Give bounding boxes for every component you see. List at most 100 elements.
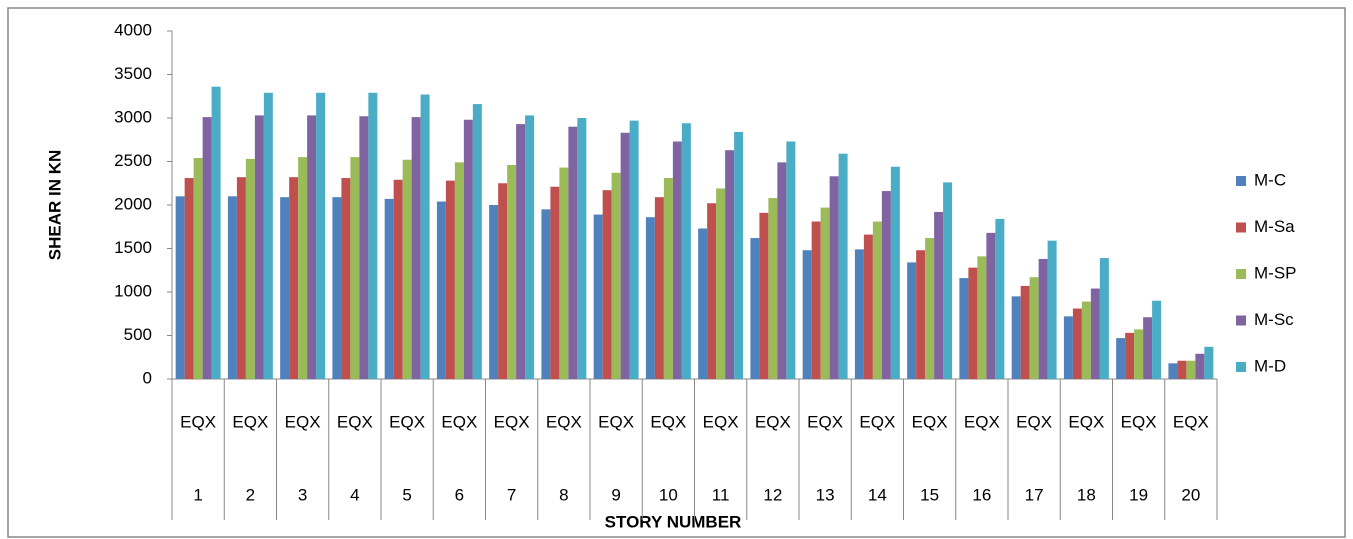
legend-swatch — [1236, 362, 1246, 372]
x-tick-label: 8 — [559, 485, 568, 504]
x-tick-label: 9 — [611, 485, 620, 504]
bar — [890, 166, 900, 379]
bar — [734, 131, 744, 379]
bar — [350, 157, 360, 379]
x-tick-label: 17 — [1025, 485, 1044, 504]
bar — [838, 153, 848, 379]
bar — [175, 196, 185, 379]
bar — [750, 238, 760, 379]
bar — [977, 256, 987, 379]
bar — [245, 158, 255, 379]
bar — [463, 119, 473, 380]
bar — [1186, 360, 1196, 379]
bar — [1177, 360, 1187, 379]
legend-swatch — [1236, 176, 1246, 186]
bar — [1099, 258, 1109, 379]
bar — [602, 190, 612, 379]
bar — [672, 141, 682, 379]
bar — [863, 234, 873, 379]
bar — [507, 164, 517, 379]
bar — [907, 262, 917, 379]
bar — [943, 182, 953, 379]
bar — [384, 198, 394, 379]
x-tick-label: 12 — [763, 485, 782, 504]
x-subcategory-label: EQX — [755, 412, 791, 431]
legend-label: M-SP — [1254, 263, 1297, 282]
bar — [202, 117, 212, 379]
bar — [184, 178, 194, 379]
bar — [1038, 258, 1048, 379]
bar — [263, 92, 273, 380]
legend-label: M-Sc — [1254, 310, 1294, 329]
x-subcategory-label: EQX — [703, 412, 739, 431]
legend-swatch — [1236, 269, 1246, 279]
bar — [289, 177, 299, 379]
legend-swatch — [1236, 315, 1246, 326]
bar — [611, 172, 621, 379]
y-tick-label: 3500 — [114, 64, 152, 83]
bar — [298, 157, 308, 379]
y-axis-title: SHEAR IN KN — [45, 150, 64, 261]
bar — [368, 92, 378, 380]
x-tick-label: 5 — [402, 485, 411, 504]
legend-label: M-Sa — [1254, 217, 1295, 236]
bar — [934, 211, 944, 379]
bar — [777, 162, 787, 379]
x-tick-label: 1 — [193, 485, 202, 504]
bar — [436, 201, 446, 379]
bar — [707, 203, 717, 379]
bar — [1090, 288, 1100, 379]
bar — [872, 221, 882, 379]
bar — [1125, 332, 1135, 379]
x-tick-label: 20 — [1181, 485, 1200, 504]
bar — [550, 186, 560, 379]
bar — [227, 196, 237, 379]
bar — [959, 278, 969, 379]
bar — [1168, 363, 1178, 379]
x-subcategory-label: EQX — [389, 412, 425, 431]
bar — [1047, 240, 1057, 379]
bar — [1029, 277, 1039, 379]
bar — [925, 238, 935, 379]
bar — [593, 214, 603, 379]
x-subcategory-label: EQX — [1016, 412, 1052, 431]
bar — [716, 188, 726, 379]
bar — [829, 176, 839, 379]
x-subcategory-label: EQX — [859, 412, 895, 431]
x-subcategory-label: EQX — [441, 412, 477, 431]
x-tick-label: 3 — [298, 485, 307, 504]
y-tick-label: 2000 — [114, 194, 152, 213]
bar — [629, 120, 639, 380]
bar — [280, 197, 290, 379]
bar — [332, 197, 342, 379]
bar — [472, 104, 482, 379]
x-tick-label: 10 — [659, 485, 678, 504]
bar — [568, 126, 578, 379]
bar — [1072, 308, 1082, 379]
bar — [489, 205, 499, 379]
bar — [698, 228, 708, 379]
bar — [725, 150, 735, 379]
x-subcategory-label: EQX — [650, 412, 686, 431]
bar — [854, 249, 864, 379]
x-subcategory-label: EQX — [912, 412, 948, 431]
bar — [1152, 300, 1162, 379]
x-tick-label: 15 — [920, 485, 939, 504]
bar — [986, 232, 996, 379]
bar — [968, 267, 978, 379]
bar — [1134, 329, 1144, 379]
x-subcategory-label: EQX — [180, 412, 216, 431]
bar — [316, 92, 326, 380]
x-subcategory-label: EQX — [598, 412, 634, 431]
bar — [341, 178, 351, 379]
x-subcategory-label: EQX — [1173, 412, 1209, 431]
bar — [1143, 317, 1153, 379]
bar — [236, 177, 246, 379]
bar — [1020, 285, 1030, 379]
bar — [681, 123, 691, 379]
bar — [393, 179, 403, 379]
bar — [454, 162, 464, 379]
bar — [811, 221, 821, 379]
y-tick-label: 1500 — [114, 238, 152, 257]
